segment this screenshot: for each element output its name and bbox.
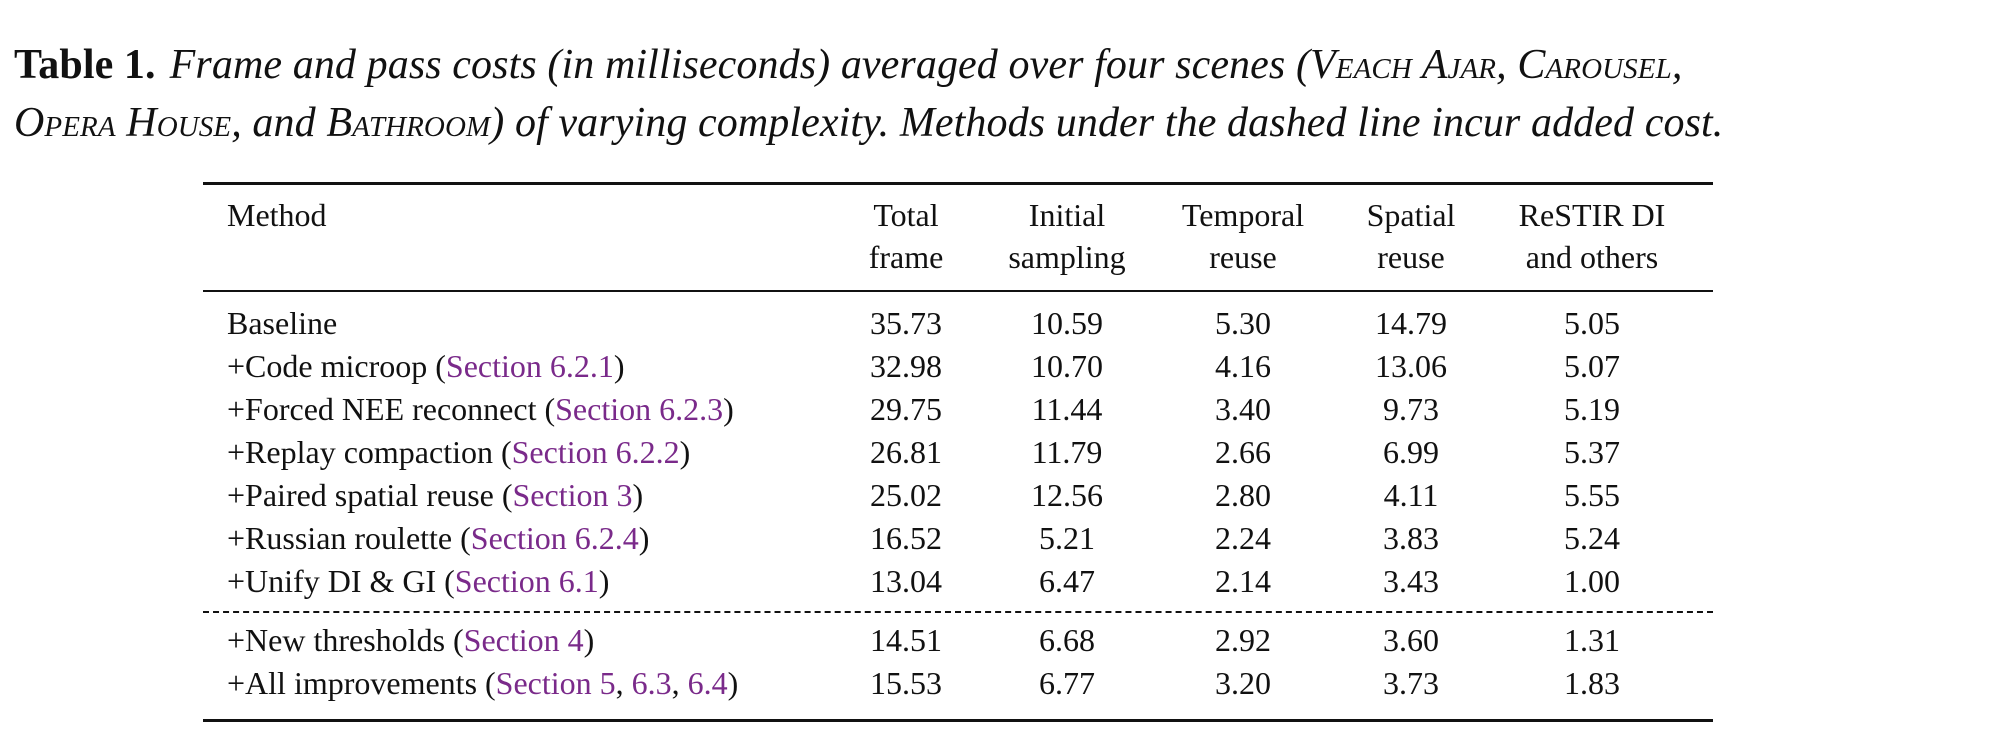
restir-di-value: 1.00 bbox=[1564, 563, 1620, 599]
header-restir-di: ReSTIR DI and others bbox=[1518, 197, 1666, 275]
scene-name: Carousel bbox=[1517, 42, 1672, 88]
total-frame-value: 16.52 bbox=[870, 520, 942, 556]
temporal-reuse-value: 2.80 bbox=[1215, 477, 1271, 513]
table-top-rule bbox=[203, 182, 1713, 185]
restir-di-value: 5.07 bbox=[1564, 348, 1620, 384]
spatial-reuse-value: 3.60 bbox=[1383, 622, 1439, 658]
total-frame-value: 29.75 bbox=[870, 391, 942, 427]
restir-di-value: 5.05 bbox=[1564, 305, 1620, 341]
spatial-reuse-value: 6.99 bbox=[1383, 434, 1439, 470]
total-frame-value: 14.51 bbox=[870, 622, 942, 658]
section-link[interactable]: Section 3 bbox=[512, 477, 633, 513]
restir-di-value: 5.37 bbox=[1564, 434, 1620, 470]
method-cell: +Paired spatial reuse (Section 3) bbox=[227, 477, 644, 513]
temporal-reuse-value: 2.92 bbox=[1215, 622, 1271, 658]
section-link[interactable]: Section 6.2.1 bbox=[445, 348, 614, 384]
temporal-reuse-value: 2.14 bbox=[1215, 563, 1271, 599]
method-cell: +New thresholds (Section 4) bbox=[227, 622, 595, 658]
restir-di-value: 5.24 bbox=[1564, 520, 1620, 556]
method-cell: Baseline bbox=[227, 305, 338, 341]
table-dashed-rule bbox=[203, 611, 1713, 613]
temporal-reuse-value: 5.30 bbox=[1215, 305, 1271, 341]
temporal-reuse-value: 2.24 bbox=[1215, 520, 1271, 556]
method-cell: +Replay compaction (Section 6.2.2) bbox=[227, 434, 691, 470]
table-header-rule bbox=[203, 290, 1713, 292]
spatial-reuse-value: 3.73 bbox=[1383, 665, 1439, 701]
method-cell: +Unify DI & GI (Section 6.1) bbox=[227, 563, 610, 599]
initial-sampling-value: 10.59 bbox=[1031, 305, 1103, 341]
section-link[interactable]: Section 4 bbox=[463, 622, 584, 658]
section-link[interactable]: Section 5 bbox=[495, 665, 616, 701]
initial-sampling-value: 6.68 bbox=[1039, 622, 1095, 658]
spatial-reuse-value: 3.83 bbox=[1383, 520, 1439, 556]
header-total-frame: Total frame bbox=[868, 197, 944, 275]
spatial-reuse-value: 3.43 bbox=[1383, 563, 1439, 599]
total-frame-value: 32.98 bbox=[870, 348, 942, 384]
total-frame-value: 35.73 bbox=[870, 305, 942, 341]
temporal-reuse-value: 4.16 bbox=[1215, 348, 1271, 384]
restir-di-value: 5.19 bbox=[1564, 391, 1620, 427]
section-link[interactable]: Section 6.2.3 bbox=[555, 391, 724, 427]
restir-di-value: 1.83 bbox=[1564, 665, 1620, 701]
method-cell: +Forced NEE reconnect (Section 6.2.3) bbox=[227, 391, 734, 427]
initial-sampling-value: 10.70 bbox=[1031, 348, 1103, 384]
initial-sampling-value: 12.56 bbox=[1031, 477, 1103, 513]
header-initial-sampling: Initial sampling bbox=[1008, 197, 1126, 275]
header-method: Method bbox=[227, 197, 327, 233]
caption-text: Frame and pass costs (in milliseconds) a… bbox=[14, 42, 1724, 146]
restir-di-value: 1.31 bbox=[1564, 622, 1620, 658]
table-bottom-rule bbox=[203, 719, 1713, 722]
initial-sampling-value: 5.21 bbox=[1039, 520, 1095, 556]
caption-label: Table 1. bbox=[14, 42, 156, 88]
method-cell: +All improvements (Section 5, 6.3, 6.4) bbox=[227, 665, 739, 701]
spatial-reuse-value: 14.79 bbox=[1375, 305, 1447, 341]
section-link[interactable]: Section 6.1 bbox=[454, 563, 599, 599]
section-link[interactable]: Section 6.2.4 bbox=[470, 520, 639, 556]
spatial-reuse-value: 13.06 bbox=[1375, 348, 1447, 384]
temporal-reuse-value: 3.40 bbox=[1215, 391, 1271, 427]
spatial-reuse-value: 4.11 bbox=[1383, 477, 1439, 513]
initial-sampling-value: 11.79 bbox=[1031, 434, 1103, 470]
temporal-reuse-value: 3.20 bbox=[1215, 665, 1271, 701]
section-link[interactable]: Section 6.2.2 bbox=[511, 434, 680, 470]
scene-name: Veach Ajar bbox=[1310, 42, 1497, 88]
section-link[interactable]: 6.4 bbox=[687, 665, 728, 701]
header-temporal-reuse: Temporal reuse bbox=[1181, 197, 1305, 275]
total-frame-value: 26.81 bbox=[870, 434, 942, 470]
spatial-reuse-value: 9.73 bbox=[1383, 391, 1439, 427]
total-frame-value: 25.02 bbox=[870, 477, 942, 513]
section-link[interactable]: 6.3 bbox=[631, 665, 672, 701]
table-caption: Table 1. Frame and pass costs (in millise… bbox=[14, 36, 1974, 152]
restir-di-value: 5.55 bbox=[1564, 477, 1620, 513]
scene-name: Opera House bbox=[14, 100, 232, 146]
method-cell: +Code microop (Section 6.2.1) bbox=[227, 348, 625, 384]
total-frame-value: 15.53 bbox=[870, 665, 942, 701]
initial-sampling-value: 6.77 bbox=[1039, 665, 1095, 701]
temporal-reuse-value: 2.66 bbox=[1215, 434, 1271, 470]
total-frame-value: 13.04 bbox=[870, 563, 942, 599]
scene-name: Bathroom bbox=[326, 100, 491, 146]
header-spatial-reuse: Spatial reuse bbox=[1366, 197, 1456, 275]
method-cell: +Russian roulette (Section 6.2.4) bbox=[227, 520, 650, 556]
initial-sampling-value: 6.47 bbox=[1039, 563, 1095, 599]
initial-sampling-value: 11.44 bbox=[1031, 391, 1103, 427]
